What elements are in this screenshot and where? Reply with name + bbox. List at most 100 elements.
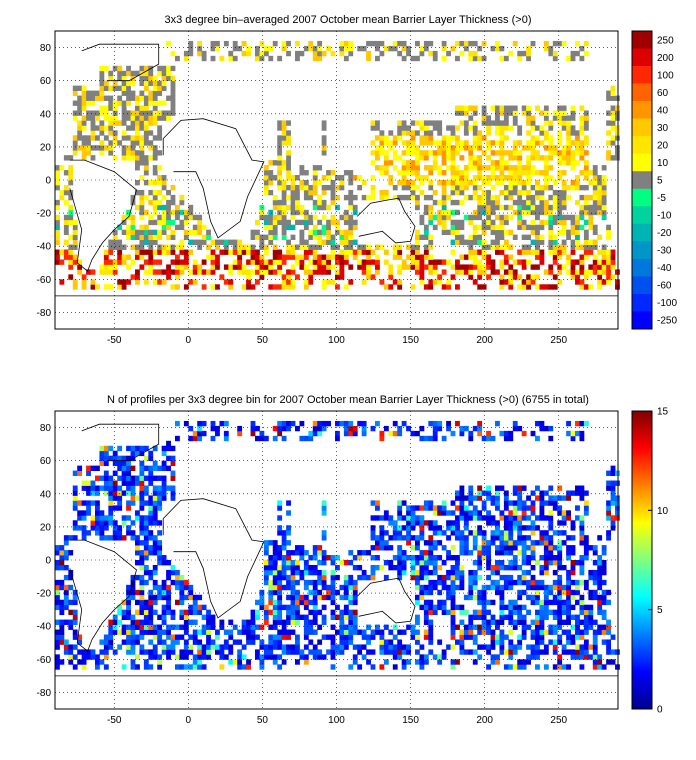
data-cell bbox=[495, 624, 500, 630]
data-cell bbox=[575, 229, 580, 236]
data-cell bbox=[263, 540, 269, 546]
data-cell bbox=[557, 120, 563, 126]
data-cell bbox=[463, 194, 469, 201]
data-cell bbox=[77, 105, 83, 111]
data-cell bbox=[530, 634, 536, 640]
data-cell bbox=[170, 85, 176, 91]
data-cell bbox=[468, 40, 474, 47]
data-cell bbox=[108, 644, 114, 650]
data-cell bbox=[161, 609, 167, 616]
data-cell bbox=[423, 550, 429, 556]
data-cell bbox=[281, 574, 287, 581]
data-cell bbox=[112, 530, 118, 536]
data-cell bbox=[157, 65, 163, 72]
data-cell bbox=[543, 545, 549, 551]
data-cell bbox=[139, 624, 145, 630]
data-cell bbox=[241, 644, 247, 650]
data-cell bbox=[517, 550, 523, 556]
data-cell bbox=[108, 485, 114, 491]
data-cell bbox=[499, 175, 505, 181]
data-cell bbox=[99, 450, 105, 457]
data-cell bbox=[419, 569, 425, 576]
data-cell bbox=[179, 244, 185, 250]
data-cell bbox=[219, 644, 225, 650]
data-cell bbox=[495, 560, 500, 566]
data-cell bbox=[259, 269, 265, 275]
data-cell bbox=[161, 619, 167, 625]
data-cell bbox=[455, 145, 460, 151]
data-cell bbox=[241, 624, 247, 630]
data-cell bbox=[197, 664, 203, 670]
data-cell bbox=[539, 619, 545, 625]
data-cell bbox=[495, 194, 500, 201]
data-cell bbox=[157, 90, 163, 96]
data-cell bbox=[72, 224, 78, 231]
data-cell bbox=[379, 40, 385, 47]
data-cell bbox=[566, 229, 571, 236]
data-cell bbox=[139, 214, 145, 221]
data-cell bbox=[277, 55, 283, 62]
data-cell bbox=[481, 135, 487, 141]
data-cell bbox=[521, 145, 527, 151]
data-cell bbox=[312, 234, 318, 240]
data-cell bbox=[499, 550, 505, 556]
data-cell bbox=[277, 249, 283, 255]
data-cell bbox=[281, 130, 287, 136]
data-cell bbox=[68, 204, 74, 211]
data-cell bbox=[63, 599, 69, 606]
data-cell bbox=[232, 55, 238, 62]
data-cell bbox=[290, 189, 296, 196]
data-cell bbox=[437, 170, 443, 176]
data-cell bbox=[566, 535, 571, 541]
data-cell bbox=[410, 170, 416, 176]
data-cell bbox=[499, 594, 505, 601]
data-cell bbox=[103, 639, 109, 645]
data-cell bbox=[548, 145, 554, 151]
data-cell bbox=[77, 95, 83, 101]
data-cell bbox=[281, 604, 287, 611]
data-cell bbox=[446, 194, 451, 201]
data-cell bbox=[512, 644, 518, 650]
data-cell bbox=[290, 599, 296, 606]
data-cell bbox=[535, 664, 540, 670]
data-cell bbox=[415, 659, 420, 665]
data-cell bbox=[508, 654, 514, 660]
data-cell bbox=[526, 584, 531, 591]
data-cell bbox=[472, 214, 478, 221]
data-cell bbox=[188, 644, 194, 650]
data-cell bbox=[277, 214, 283, 221]
data-cell bbox=[490, 540, 496, 546]
data-cell bbox=[223, 264, 229, 270]
data-cell bbox=[530, 204, 536, 211]
colorbar-segment bbox=[632, 311, 652, 330]
data-cell bbox=[521, 550, 527, 556]
data-cell bbox=[610, 520, 616, 526]
data-cell bbox=[437, 530, 443, 536]
data-cell bbox=[517, 274, 523, 280]
data-cell bbox=[126, 460, 131, 467]
data-cell bbox=[255, 45, 260, 52]
data-cell bbox=[152, 115, 158, 121]
data-cell bbox=[321, 175, 327, 181]
data-cell bbox=[152, 505, 158, 511]
data-cell bbox=[206, 244, 211, 250]
data-cell bbox=[392, 525, 398, 531]
data-cell bbox=[299, 435, 305, 442]
data-cell bbox=[295, 40, 300, 47]
data-cell bbox=[548, 535, 554, 541]
data-cell bbox=[295, 184, 300, 191]
data-cell bbox=[139, 604, 145, 611]
data-cell bbox=[388, 644, 394, 650]
data-cell bbox=[486, 180, 491, 186]
data-cell bbox=[512, 664, 518, 670]
data-cell bbox=[201, 614, 207, 620]
data-cell bbox=[468, 234, 474, 240]
data-cell bbox=[255, 599, 260, 606]
data-cell bbox=[477, 624, 483, 630]
data-cell bbox=[526, 594, 531, 601]
data-cell bbox=[472, 624, 478, 630]
data-cell bbox=[370, 564, 376, 571]
data-cell bbox=[588, 194, 594, 201]
data-cell bbox=[157, 115, 163, 121]
data-cell bbox=[388, 145, 394, 151]
